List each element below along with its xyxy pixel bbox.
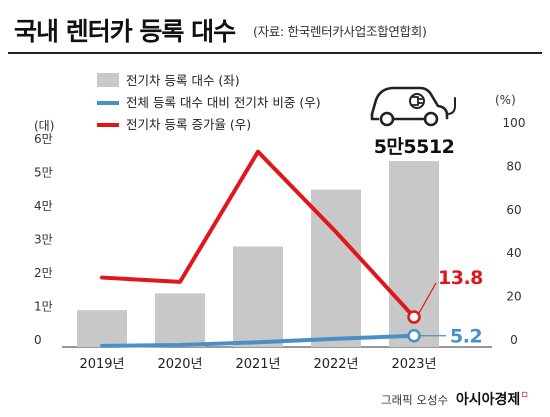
growth-value-label: 13.8 bbox=[438, 267, 483, 289]
share-line-endpoint bbox=[407, 328, 421, 343]
right-tick-label: 0 bbox=[510, 333, 518, 347]
x-tick-label: 2022년 bbox=[313, 357, 358, 372]
right-axis-unit: (%) bbox=[495, 93, 516, 107]
title-divider bbox=[8, 52, 542, 54]
x-tick-label: 2019년 bbox=[79, 357, 124, 372]
right-tick-label: 60 bbox=[506, 203, 521, 217]
credit: 그래픽 오성수 아시아경제▫ bbox=[381, 389, 528, 409]
line-series bbox=[100, 149, 421, 348]
left-tick-label: 2만 bbox=[34, 266, 53, 280]
chart-title: 국내 렌터카 등록 대수 bbox=[14, 17, 236, 46]
bar bbox=[77, 310, 127, 347]
left-tick-label: 0 bbox=[34, 333, 42, 347]
x-tick-label: 2021년 bbox=[235, 357, 280, 372]
bar bbox=[233, 246, 283, 347]
legend-label-share: 전체 등록 대수 대비 전기차 비중 (우) bbox=[126, 95, 321, 110]
brand-mark-icon: ▫ bbox=[521, 389, 528, 400]
legend: 전기차 등록 대수 (좌) 전체 등록 대수 대비 전기차 비중 (우) 전기차… bbox=[97, 73, 321, 132]
right-tick-label: 80 bbox=[506, 159, 521, 173]
growth-leader-line bbox=[418, 282, 437, 314]
left-tick-label: 4만 bbox=[34, 199, 53, 213]
x-tick-label: 2023년 bbox=[391, 357, 436, 372]
left-axis-unit: (대) bbox=[34, 119, 54, 133]
x-tick-label: 2020년 bbox=[157, 357, 202, 372]
brand-logo: 아시아경제 bbox=[455, 392, 521, 408]
legend-swatch-bars bbox=[97, 73, 119, 87]
electric-car-icon bbox=[370, 86, 456, 127]
annotations: 5만5512 13.8 5.2 bbox=[374, 136, 484, 348]
credit-text: 그래픽 오성수 bbox=[381, 393, 449, 407]
share-line bbox=[100, 333, 416, 348]
right-tick-label: 100 bbox=[503, 116, 526, 130]
left-tick-label: 5만 bbox=[34, 166, 53, 180]
legend-label-bars: 전기차 등록 대수 (좌) bbox=[126, 73, 240, 88]
right-tick-label: 20 bbox=[506, 290, 521, 304]
x-axis-labels: 2019년 2020년 2021년 2022년 2023년 bbox=[79, 357, 436, 372]
left-tick-label: 6만 bbox=[34, 132, 53, 146]
left-tick-label: 1만 bbox=[34, 300, 53, 314]
bar-series bbox=[77, 161, 439, 347]
bar-value-label: 5만5512 bbox=[374, 136, 455, 158]
growth-line bbox=[100, 149, 416, 320]
legend-label-growth: 전기차 등록 증가율 (우) bbox=[126, 117, 251, 132]
bar bbox=[155, 293, 205, 347]
growth-line-endpoint bbox=[407, 310, 421, 324]
left-axis-ticks: 0 1만 2만 3만 4만 5만 6만 bbox=[34, 132, 53, 347]
right-tick-label: 40 bbox=[506, 246, 521, 260]
share-value-label: 5.2 bbox=[450, 326, 482, 348]
chart-source: (자료: 한국렌터카사업조합연합회) bbox=[253, 24, 427, 39]
left-tick-label: 3만 bbox=[34, 233, 53, 247]
right-axis-ticks: 0 20 40 60 80 100 bbox=[503, 116, 526, 347]
header: 국내 렌터카 등록 대수 (자료: 한국렌터카사업조합연합회) bbox=[8, 8, 542, 56]
